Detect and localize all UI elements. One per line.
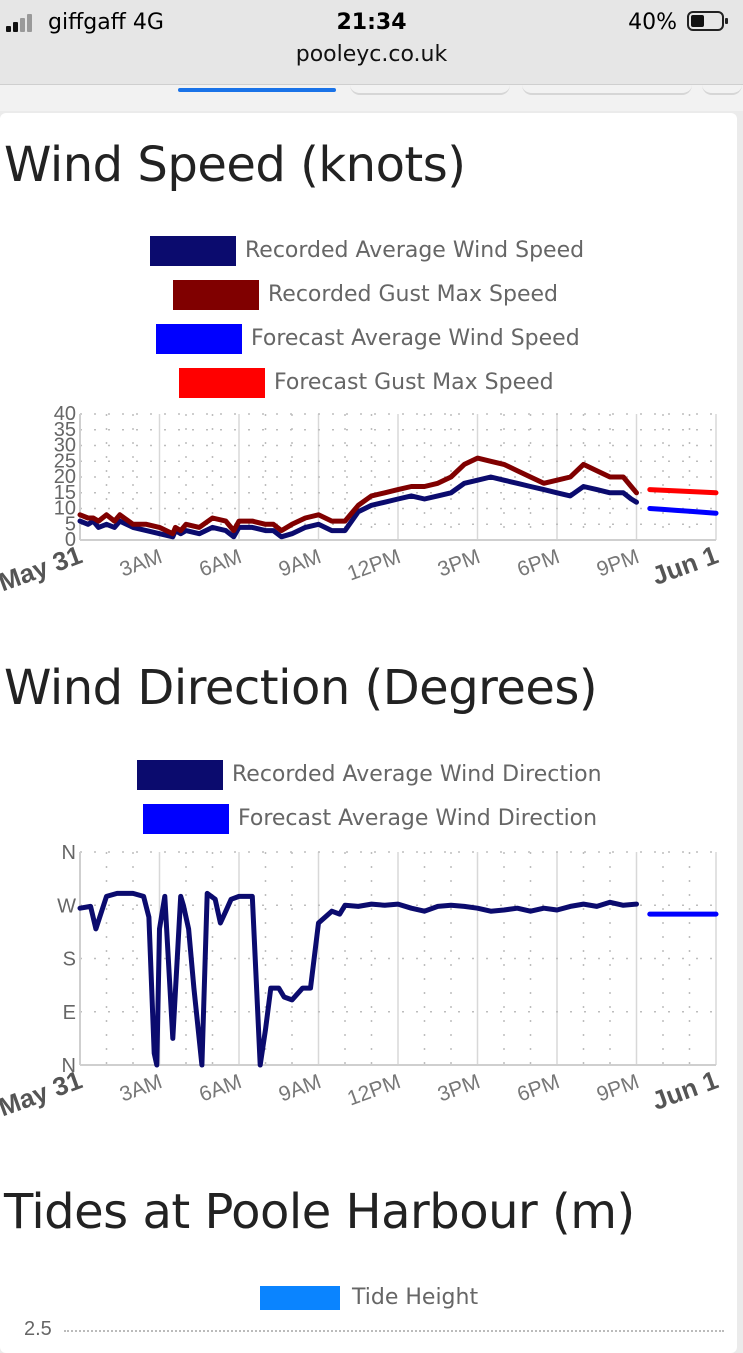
content-card	[0, 113, 737, 1353]
legend-label: Forecast Average Wind Speed	[251, 326, 580, 351]
tab-active-indicator[interactable]	[178, 88, 336, 92]
clock: 21:34	[336, 10, 407, 35]
legend-swatch	[179, 368, 265, 398]
x-tick-label: 3PM	[435, 545, 483, 581]
battery-percent: 40%	[628, 10, 677, 35]
legend-swatch	[260, 1286, 340, 1310]
series-line-recorded-gust-max-speed	[77, 455, 639, 537]
x-tick-label: May 31	[0, 1064, 86, 1122]
wind-speed-title: Wind Speed (knots)	[4, 137, 466, 193]
legend-label: Recorded Average Wind Speed	[245, 238, 585, 263]
y-tick-label: N	[62, 842, 76, 864]
x-tick-label: 6AM	[196, 1070, 244, 1106]
x-tick-label: 12PM	[344, 545, 403, 585]
y-tick-label: W	[57, 895, 76, 917]
tab-inactive[interactable]	[522, 85, 692, 95]
y-tick-label: 20	[54, 466, 76, 488]
y-tick-label: 35	[54, 419, 76, 441]
series-line-forecast-gust-max-speed	[647, 487, 719, 496]
x-tick-label: 9PM	[594, 1070, 642, 1106]
legend-swatch	[156, 324, 242, 354]
y-tick-label: S	[63, 949, 76, 971]
series-line-forecast-average-wind-speed	[647, 506, 719, 516]
tab-inactive[interactable]	[350, 85, 510, 95]
x-tick-label: 6AM	[196, 545, 244, 581]
y-tick-label: E	[63, 1002, 76, 1024]
legend-label: Tide Height	[352, 1285, 479, 1310]
legend-swatch	[137, 760, 223, 790]
x-tick-label: May 31	[0, 539, 86, 597]
legend-swatch	[173, 280, 259, 310]
tide-plot-top-border	[64, 1330, 724, 1332]
browser-status-bar: giffgaff 4G 21:34 40% pooleyc.co.uk	[0, 0, 743, 85]
legend-label: Forecast Gust Max Speed	[274, 370, 554, 395]
x-tick-label: 9AM	[276, 1070, 324, 1106]
legend-label: Recorded Average Wind Direction	[232, 762, 602, 787]
y-tick-label: 30	[54, 435, 76, 457]
x-tick-label: 3PM	[435, 1070, 483, 1106]
battery-icon	[687, 11, 728, 31]
x-tick-label: 6PM	[514, 1070, 562, 1106]
x-tick-label: 9AM	[276, 545, 324, 581]
series-line-recorded-average-wind-speed	[77, 474, 639, 540]
legend-label: Recorded Gust Max Speed	[268, 282, 559, 307]
legend-swatch	[143, 804, 229, 834]
y-tick-label: 0	[65, 529, 76, 551]
y-tick-label: 25	[54, 450, 76, 472]
x-tick-label: 3AM	[117, 545, 165, 581]
y-tick-label: 10	[54, 498, 76, 520]
x-tick-label: 9PM	[594, 545, 642, 581]
tides-title: Tides at Poole Harbour (m)	[4, 1184, 635, 1240]
series-line-recorded-average-wind-direction	[77, 890, 639, 1068]
x-tick-label: Jun 1	[648, 1064, 722, 1115]
tab-inactive[interactable]	[702, 85, 742, 95]
carrier-label: giffgaff 4G	[48, 10, 164, 35]
legend-label: Forecast Average Wind Direction	[238, 806, 598, 831]
x-tick-label: 3AM	[117, 1070, 165, 1106]
y-tick-label: 15	[54, 482, 76, 504]
legend-swatch	[150, 236, 236, 266]
wind-direction-title: Wind Direction (Degrees)	[4, 660, 598, 716]
y-tick-label: N	[62, 1055, 76, 1077]
page-tab-strip	[0, 85, 743, 111]
x-tick-label: 12PM	[344, 1070, 403, 1110]
cell-signal-icon	[6, 12, 42, 32]
y-tick-label: 40	[54, 403, 76, 425]
x-tick-label: 6PM	[514, 545, 562, 581]
y-tick-label: 5	[65, 513, 76, 535]
tide-y-tick: 2.5	[24, 1318, 52, 1340]
url-bar[interactable]: pooleyc.co.uk	[295, 42, 448, 67]
x-tick-label: Jun 1	[648, 539, 722, 590]
